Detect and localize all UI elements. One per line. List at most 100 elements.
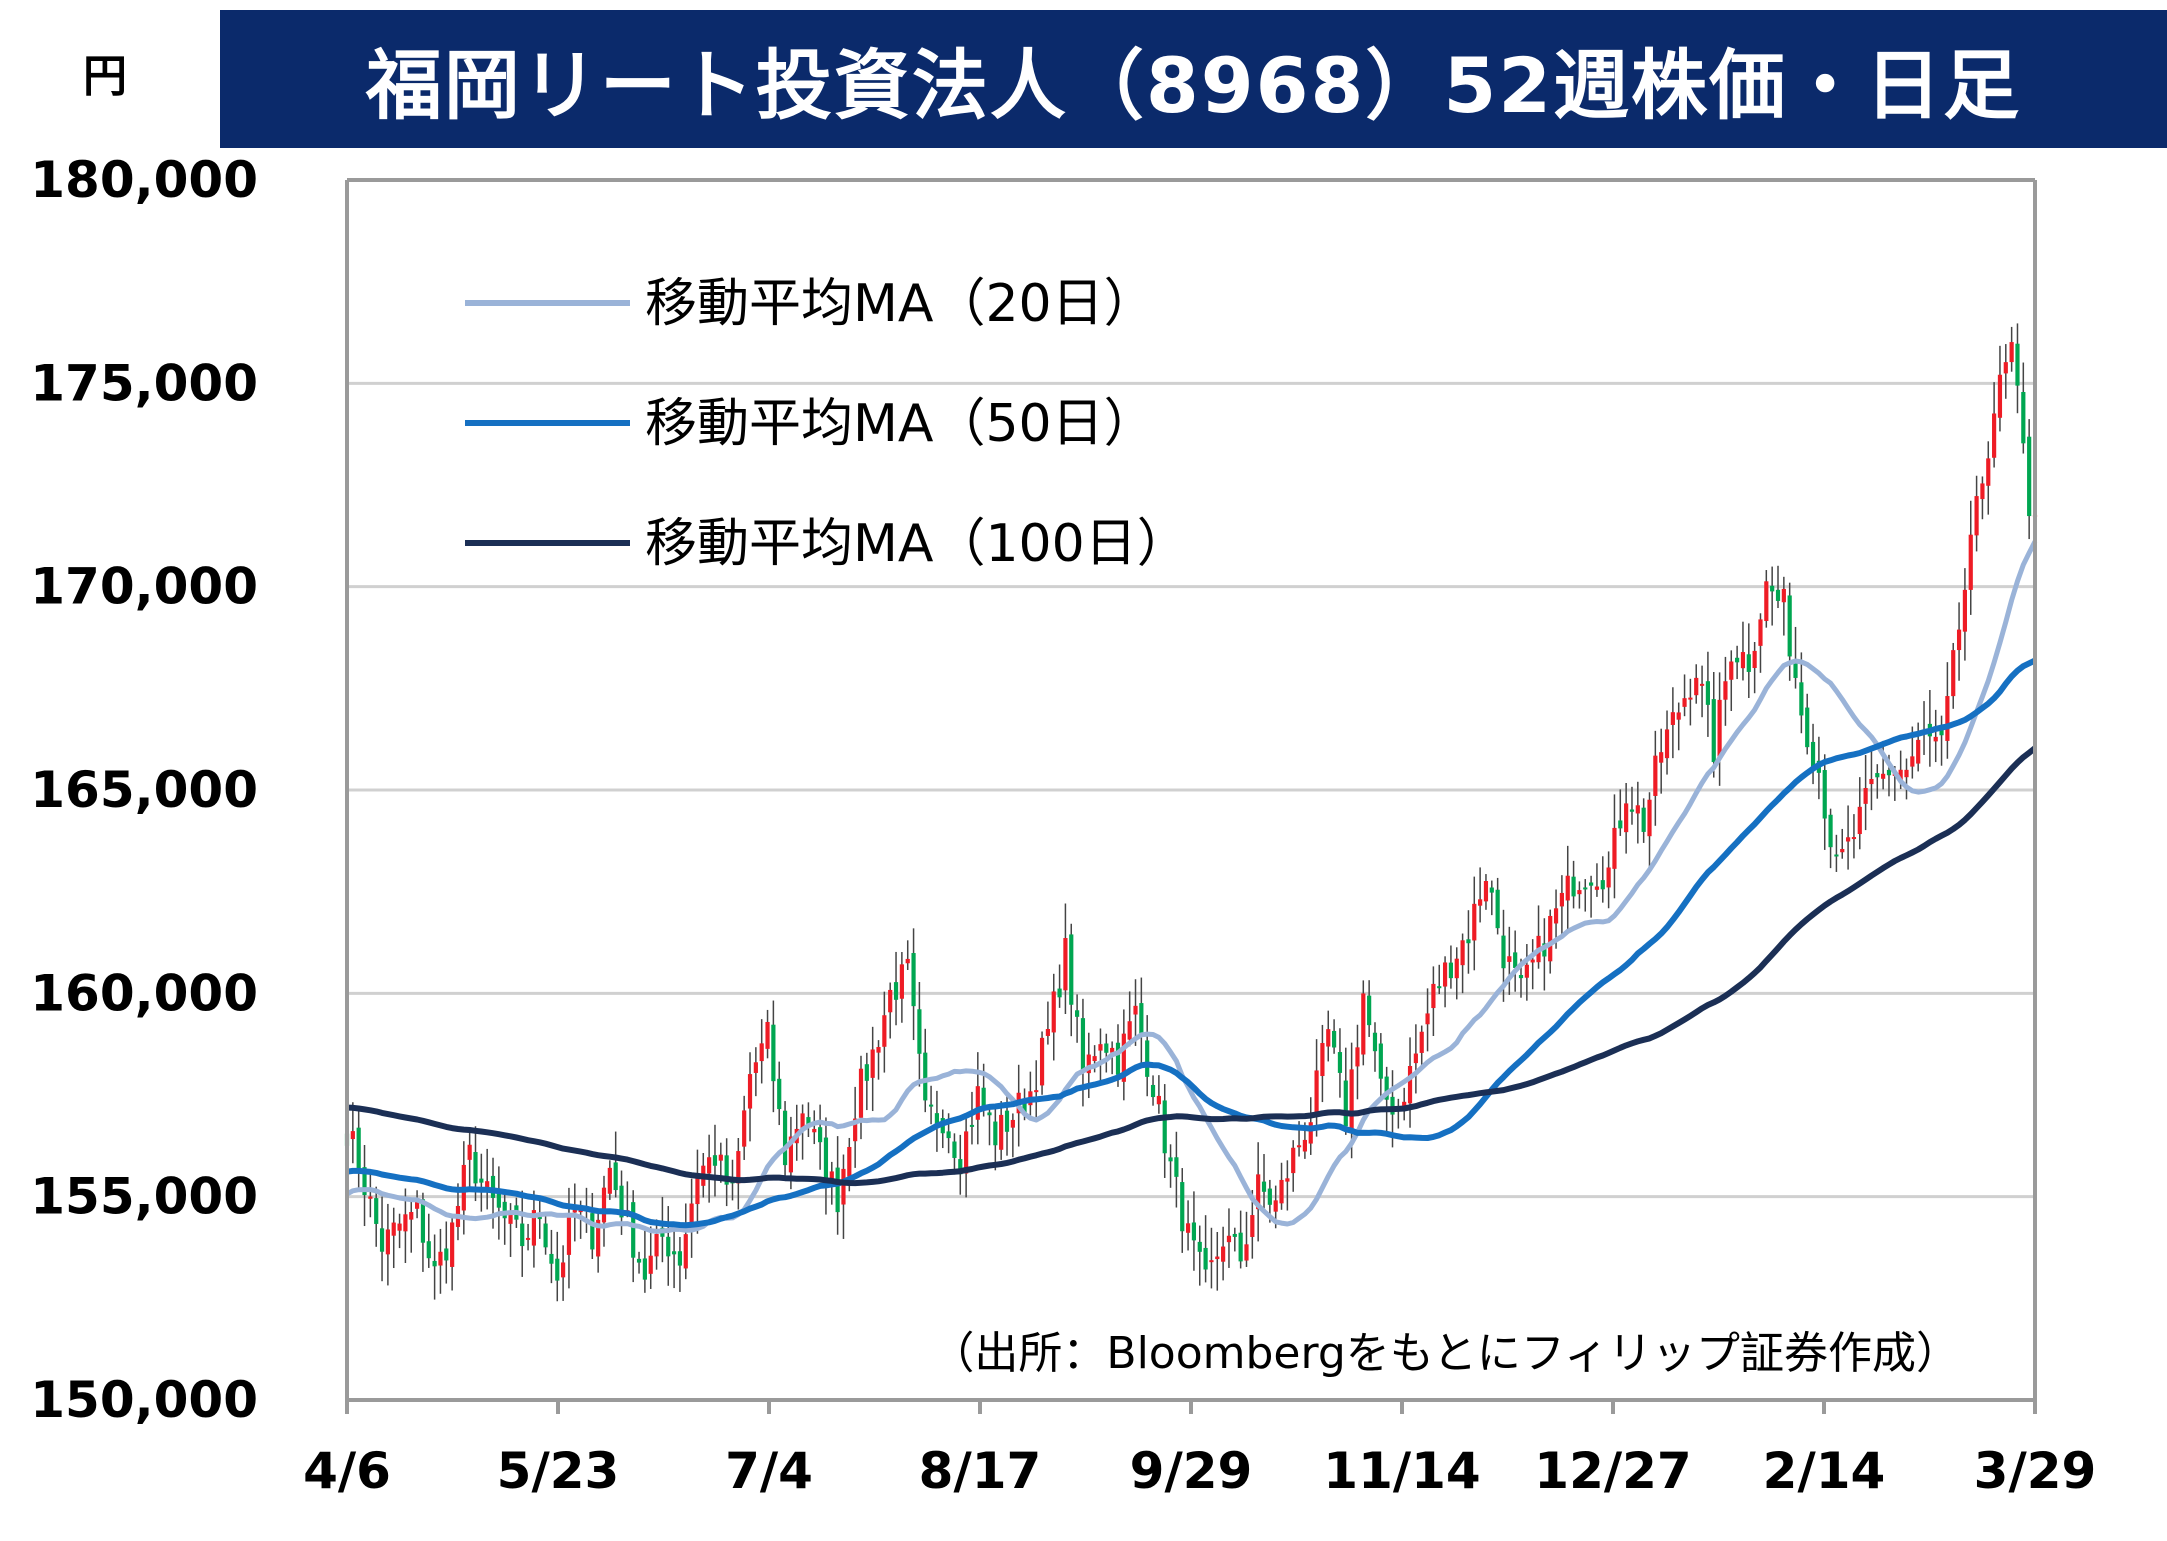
candle-down bbox=[1641, 807, 1646, 832]
legend-label: 移動平均MA（100日） bbox=[645, 514, 1189, 574]
candle-up bbox=[1133, 1005, 1138, 1015]
candle-up bbox=[467, 1144, 472, 1160]
candle-up bbox=[718, 1154, 723, 1161]
candle-up bbox=[1881, 773, 1886, 779]
candle-up bbox=[1968, 534, 1973, 590]
candle-up bbox=[788, 1136, 793, 1173]
candle-down bbox=[1583, 887, 1588, 890]
candle-up bbox=[1723, 681, 1728, 700]
candle-up bbox=[841, 1168, 846, 1205]
candle-down bbox=[1810, 741, 1816, 768]
candle-down bbox=[590, 1213, 595, 1250]
candle-up bbox=[485, 1181, 490, 1190]
candle-down bbox=[1197, 1241, 1202, 1252]
candle-down bbox=[543, 1223, 548, 1248]
candle-up bbox=[853, 1118, 858, 1142]
candle-up bbox=[601, 1187, 607, 1223]
candle-down bbox=[1238, 1232, 1243, 1262]
candle-up bbox=[1524, 964, 1529, 978]
candle-down bbox=[1513, 952, 1518, 968]
candle-up bbox=[1910, 756, 1915, 767]
candle-down bbox=[496, 1193, 501, 1208]
candle-down bbox=[1518, 975, 1524, 979]
candle-up bbox=[1752, 650, 1757, 669]
candle-down bbox=[362, 1167, 367, 1196]
candle-up bbox=[397, 1223, 402, 1231]
candle-down bbox=[636, 1258, 642, 1263]
candle-down bbox=[1115, 1042, 1121, 1075]
candle-down bbox=[356, 1127, 361, 1174]
candle-up bbox=[1962, 589, 1968, 632]
candle-down bbox=[1343, 1080, 1348, 1127]
candle-down bbox=[677, 1251, 683, 1266]
candle-down bbox=[946, 1131, 951, 1139]
candle-up bbox=[508, 1212, 513, 1224]
candle-up bbox=[1857, 806, 1862, 835]
candle-up bbox=[1296, 1145, 1302, 1148]
candle-up bbox=[1688, 697, 1693, 700]
candle-down bbox=[771, 1024, 776, 1082]
candle-up bbox=[525, 1237, 531, 1240]
candle-up bbox=[683, 1234, 688, 1269]
candle-up bbox=[1483, 881, 1489, 902]
candle-up bbox=[1226, 1235, 1232, 1243]
candle-up bbox=[1314, 1070, 1319, 1115]
x-tick-label: 8/17 bbox=[919, 1442, 1042, 1500]
candle-down bbox=[1501, 935, 1506, 969]
candle-down bbox=[1378, 1043, 1383, 1079]
candle-down bbox=[1261, 1181, 1267, 1192]
candle-down bbox=[724, 1155, 729, 1185]
candle-down bbox=[818, 1127, 823, 1143]
y-tick-label: 175,000 bbox=[30, 354, 258, 412]
candle-down bbox=[473, 1152, 478, 1184]
candle-up bbox=[858, 1068, 864, 1118]
candle-up bbox=[975, 1086, 980, 1120]
candle-up bbox=[1694, 677, 1699, 696]
candle-down bbox=[1805, 707, 1810, 748]
candle-up bbox=[1478, 899, 1483, 906]
x-tick-label: 7/4 bbox=[725, 1442, 813, 1500]
candle-down bbox=[2027, 436, 2032, 517]
candle-up bbox=[1904, 769, 1909, 778]
candle-up bbox=[1851, 837, 1857, 840]
candle-up bbox=[747, 1074, 753, 1109]
candle-down bbox=[934, 1113, 940, 1124]
candle-down bbox=[952, 1141, 957, 1158]
y-ticks: 150,000 155,000 160,000 165,000 170,000 175,0… bbox=[30, 151, 258, 1429]
axes bbox=[345, 178, 2037, 1414]
candle-up bbox=[1624, 803, 1629, 833]
x-tick-label: 5/23 bbox=[497, 1442, 620, 1500]
candle-down bbox=[864, 1064, 869, 1081]
candle-up bbox=[876, 1047, 881, 1053]
x-tick-label: 9/29 bbox=[1130, 1442, 1253, 1500]
candle-down bbox=[1793, 660, 1798, 678]
candle-up bbox=[1676, 712, 1681, 720]
candle-down bbox=[1203, 1247, 1208, 1270]
legend-label: 移動平均MA（50日） bbox=[645, 394, 1156, 454]
candle-down bbox=[1466, 939, 1471, 944]
candle-up bbox=[1320, 1043, 1325, 1077]
candle-up bbox=[1326, 1029, 1331, 1047]
candle-up bbox=[847, 1146, 852, 1177]
candle-up bbox=[1647, 799, 1652, 837]
candle-up bbox=[654, 1234, 659, 1257]
candle-up bbox=[1045, 1028, 1050, 1036]
candle-up bbox=[1285, 1178, 1290, 1182]
candle-up bbox=[1699, 683, 1705, 686]
candle-up bbox=[1221, 1246, 1226, 1262]
candle-up bbox=[1997, 374, 2003, 418]
candle-up bbox=[1034, 1090, 1039, 1093]
candle-up bbox=[1933, 736, 1938, 742]
candle-up bbox=[385, 1229, 390, 1255]
candle-up bbox=[531, 1210, 537, 1246]
candle-down bbox=[537, 1215, 542, 1220]
candle-up bbox=[1349, 1069, 1354, 1133]
candle-down bbox=[1372, 1032, 1378, 1052]
candle-up bbox=[1460, 940, 1465, 966]
candle-up bbox=[1209, 1260, 1214, 1263]
candle-up bbox=[1577, 890, 1582, 895]
candle-up bbox=[1781, 588, 1786, 603]
candle-up bbox=[1682, 698, 1687, 707]
y-tick-label: 150,000 bbox=[30, 1371, 258, 1429]
